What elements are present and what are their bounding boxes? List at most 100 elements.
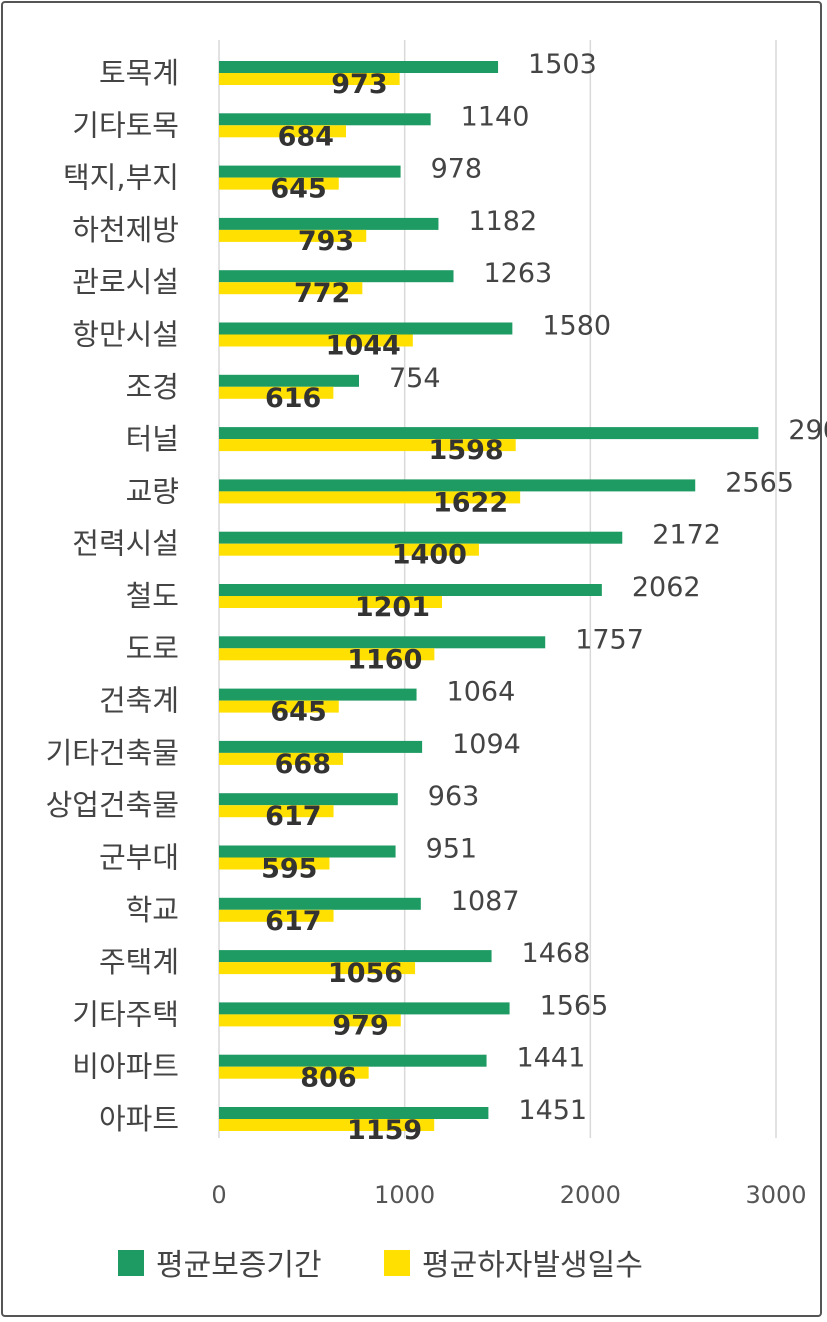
- category-label: 터널: [126, 422, 179, 456]
- value-label-warranty: 1441: [517, 1043, 586, 1074]
- bar-warranty: [219, 479, 696, 492]
- bar-defect: [219, 962, 416, 975]
- legend: 평균보증기간 평균하자발생일수: [118, 1248, 643, 1283]
- bar-defect: [219, 177, 339, 190]
- value-label-defect: 1400: [392, 540, 467, 571]
- x-tick-label: 2000: [560, 1181, 621, 1209]
- category-label: 비아파트: [72, 1050, 179, 1084]
- category-labels: 토목계기타토목택지,부지하천제방관로시설항만시설조경터널교량전력시설철도도로건축…: [46, 56, 179, 1136]
- value-label-warranty: 2905: [788, 415, 827, 446]
- value-label-warranty: 963: [428, 781, 480, 812]
- bar-warranty: [219, 584, 602, 596]
- category-label: 주택계: [99, 945, 179, 979]
- bar-warranty: [219, 427, 759, 440]
- value-label-warranty: 1757: [575, 624, 644, 655]
- category-label: 기타토목: [72, 108, 179, 142]
- bar-defect: [219, 543, 479, 556]
- value-label-warranty: 754: [389, 363, 441, 394]
- value-label-defect: 1056: [328, 958, 403, 989]
- value-label-warranty: 1580: [542, 311, 611, 342]
- bar-warranty: [219, 217, 439, 230]
- category-label: 건축계: [99, 684, 179, 718]
- value-label-defect: 1044: [326, 331, 401, 362]
- category-label: 기타건축물: [46, 736, 179, 770]
- value-label-defect: 645: [270, 174, 326, 205]
- value-label-defect: 645: [270, 697, 326, 728]
- category-label: 관로시설: [72, 265, 179, 299]
- value-label-warranty: 1503: [528, 49, 597, 80]
- bar-defect: [219, 73, 400, 85]
- bar-defect: [219, 857, 330, 870]
- value-label-defect: 973: [331, 69, 387, 100]
- value-label-warranty: 1263: [483, 258, 552, 289]
- category-label: 토목계: [99, 56, 179, 90]
- bar-defect: [219, 282, 363, 295]
- bar-warranty: [219, 950, 492, 963]
- category-label: 상업건축물: [46, 788, 179, 822]
- bar-defect: [219, 229, 367, 242]
- value-label-defect: 793: [298, 226, 354, 257]
- bar-warranty: [219, 165, 401, 178]
- bar-defect: [219, 1066, 369, 1079]
- category-label: 택지,부지: [63, 161, 179, 195]
- bar-warranty: [219, 740, 423, 753]
- bar-warranty: [219, 1107, 489, 1119]
- value-label-warranty: 2565: [725, 467, 794, 498]
- value-label-defect: 684: [278, 121, 334, 152]
- bar-warranty: [219, 636, 546, 649]
- x-tick-label: 3000: [745, 1181, 806, 1209]
- bar-defect: [219, 1014, 401, 1027]
- bar-warranty: [219, 113, 431, 126]
- bar-warranty: [219, 897, 421, 910]
- data-labels: 1503 973 1140 684 978 645 1182 793 1263 772 1580 10…: [261, 49, 827, 1146]
- bar-defect: [219, 752, 344, 765]
- value-label-defect: 595: [261, 854, 317, 885]
- bar-defect: [219, 334, 413, 347]
- bar-defect: [219, 909, 334, 922]
- legend-item-warranty: 평균보증기간: [118, 1248, 322, 1283]
- bar-defect: [219, 1119, 435, 1131]
- bar-defect: [219, 439, 516, 452]
- x-tick-label: 1000: [374, 1181, 435, 1209]
- bar-warranty: [219, 793, 398, 806]
- category-label: 교량: [126, 474, 179, 508]
- value-label-defect: 616: [265, 383, 321, 414]
- x-axis-ticks: 0 1000 2000 3000: [211, 1181, 806, 1209]
- bar-defect: [219, 596, 442, 608]
- category-label: 학교: [126, 893, 179, 927]
- category-label: 군부대: [99, 841, 179, 875]
- value-label-defect: 1159: [347, 1115, 422, 1146]
- value-label-defect: 617: [265, 801, 321, 832]
- bar-defect: [219, 491, 521, 504]
- legend-label: 평균보증기간: [156, 1248, 322, 1283]
- value-label-warranty: 2172: [652, 520, 721, 551]
- x-tick-label: 0: [211, 1181, 226, 1209]
- bar-defect: [219, 700, 339, 713]
- bar-warranty: [219, 845, 396, 858]
- legend-label: 평균하자발생일수: [422, 1248, 643, 1283]
- value-label-defect: 1160: [347, 644, 422, 675]
- value-label-warranty: 1094: [452, 729, 521, 760]
- bar-warranty: [219, 1002, 510, 1015]
- category-label: 도로: [126, 631, 179, 665]
- bar-warranty: [219, 688, 417, 701]
- category-label: 항만시설: [72, 318, 179, 352]
- legend-swatch: [118, 1250, 144, 1276]
- value-label-warranty: 1064: [447, 677, 516, 708]
- value-label-warranty: 951: [426, 834, 478, 865]
- value-label-warranty: 2062: [632, 572, 701, 603]
- bar-warranty: [219, 322, 513, 335]
- value-label-warranty: 1182: [468, 206, 537, 237]
- bars: [219, 61, 759, 1131]
- bar-warranty: [219, 270, 454, 283]
- value-label-warranty: 1451: [518, 1095, 587, 1126]
- category-label: 하천제방: [72, 213, 179, 247]
- value-label-defect: 979: [332, 1010, 388, 1041]
- category-label: 기타주택: [72, 997, 179, 1031]
- bar-warranty: [219, 1054, 487, 1067]
- value-label-warranty: 1140: [461, 101, 530, 132]
- value-label-warranty: 1468: [522, 938, 591, 969]
- category-label: 철도: [126, 579, 179, 613]
- value-label-defect: 1201: [355, 592, 430, 623]
